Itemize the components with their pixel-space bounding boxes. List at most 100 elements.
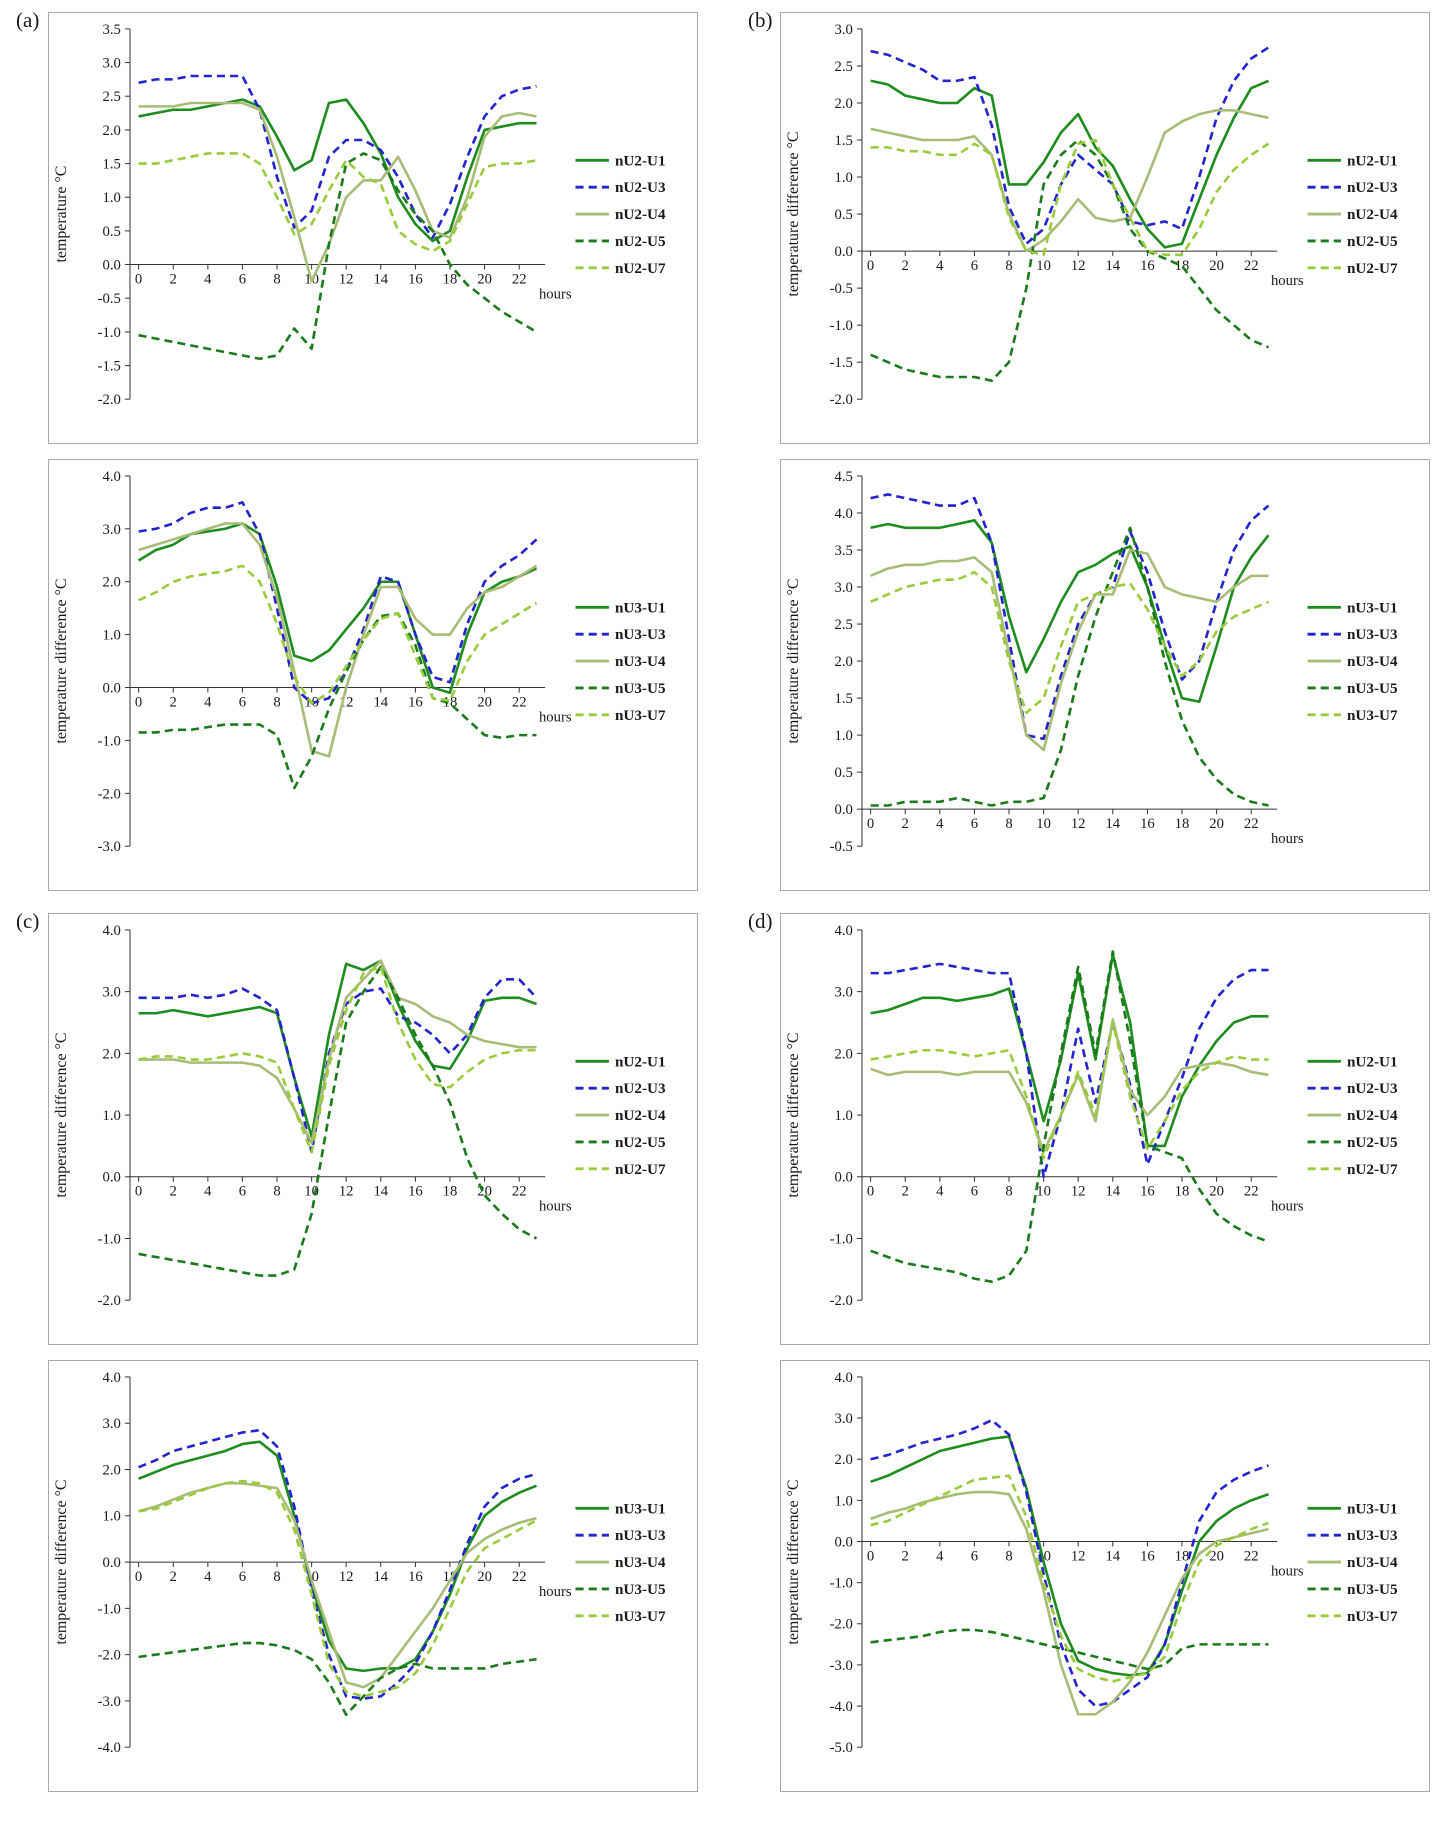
series-line-nU2-U7 <box>870 1021 1269 1160</box>
legend-label: nU3-U3 <box>1347 627 1398 643</box>
y-tick-label: 1.0 <box>103 628 121 644</box>
x-tick-label: 8 <box>1005 1548 1012 1564</box>
legend-label: nU2-U3 <box>615 180 666 196</box>
y-axis: -0.5 0.0 0.5 1.0 1.5 2.0 2.5 3.0 3.5 4.0 4.5 <box>830 469 863 855</box>
chart-a-top: -2.0 -1.5 -1.0 -0.5 0.0 0.5 1.0 1.5 2.0 2.5 3.0 3.5… <box>49 13 697 443</box>
y-tick-label: -1.0 <box>98 733 121 749</box>
x-tick-label: 20 <box>1209 258 1224 274</box>
legend-label: nU3-U5 <box>615 681 666 697</box>
chart-svg: -2.0 -1.5 -1.0 -0.5 0.0 0.5 1.0 1.5 2.0 2.5 3.0 0 2 4… <box>785 22 1398 408</box>
x-tick-label: 22 <box>512 272 527 288</box>
series-line-nU3-U5 <box>870 526 1269 807</box>
x-tick-label: 14 <box>1105 816 1120 832</box>
x-tick-label: 4 <box>204 272 212 288</box>
series-line-nU3-U3 <box>138 501 538 705</box>
legend-label: nU3-U1 <box>615 600 666 616</box>
legend-label: nU2-U1 <box>615 153 666 169</box>
y-tick-label: -3.0 <box>830 1658 853 1674</box>
legend: nU3-U1 nU3-U3 nU3-U4 nU3-U5 nU3-U7 <box>1307 600 1398 724</box>
plot-series <box>870 1418 1269 1716</box>
y-tick-label: 0.0 <box>103 681 121 697</box>
x-tick-label: 4 <box>936 1548 944 1564</box>
legend-label: nU2-U5 <box>1347 234 1398 250</box>
legend: nU2-U1 nU2-U3 nU2-U4 nU2-U5 nU2-U7 <box>575 1054 666 1178</box>
x-tick-label: 6 <box>971 1184 978 1200</box>
y-tick-label: 1.0 <box>103 190 121 206</box>
x-tick-label: 12 <box>339 1184 354 1200</box>
chart-svg: -2.0-1.00.01.02.03.04.00 2 4 6 8 10 12 14 16 18 20… <box>53 923 666 1309</box>
y-tick-label: 3.0 <box>835 22 853 38</box>
y-tick-label: 0.0 <box>835 244 853 260</box>
plot-series <box>138 74 538 361</box>
x-tick-label: 12 <box>1071 1548 1086 1564</box>
series-line-nU3-U3 <box>138 1428 537 1700</box>
y-tick-label: -3.0 <box>98 1694 121 1710</box>
x-tick-label: 22 <box>1244 1184 1259 1200</box>
y-tick-label: 0.0 <box>103 1555 121 1571</box>
series-line-nU3-U5 <box>870 1628 1269 1671</box>
legend-label: nU2-U1 <box>1347 1054 1398 1070</box>
y-tick-label: -1.5 <box>830 355 853 371</box>
y-tick-label: 2.5 <box>835 617 853 633</box>
x-tick-label: 22 <box>512 1569 527 1585</box>
series-line-nU3-U7 <box>870 1474 1269 1683</box>
legend: nU2-U1 nU2-U3 nU2-U4 nU2-U5 nU2-U7 <box>1307 1054 1398 1178</box>
y-tick-label: 2.0 <box>103 575 121 591</box>
panel-c-label: (c) <box>16 909 40 933</box>
y-tick-label: 2.0 <box>835 654 853 670</box>
chart-svg: -3.0-2.0-1.00.01.02.03.04.00 2 4 6 8 10 12 14 16… <box>53 469 666 855</box>
x-tick-label: 22 <box>1244 816 1259 832</box>
chart-svg: -5.0 -4.0 -3.0 -2.0 -1.0 0.0 1.0 2.0 3.0 4.0 0 2 4 6 8… <box>785 1370 1398 1756</box>
legend-label: nU3-U4 <box>615 1555 666 1571</box>
chart-box-c-top: -2.0 -1.0 0.0 1.0 2.0 3.0 4.0 0 2 4 6 8 10 12 14 16 18 20… <box>48 913 698 1345</box>
x-axis-title: hours <box>539 709 572 725</box>
x-axis-title: hours <box>539 1584 572 1600</box>
legend-label: nU3-U3 <box>1347 1528 1398 1544</box>
series-line-nU3-U1 <box>138 1440 538 1673</box>
x-axis-title: hours <box>539 1199 572 1215</box>
y-axis: -5.0 -4.0 -3.0 -2.0 -1.0 0.0 1.0 2.0 3.0 4.0 <box>830 1370 863 1756</box>
y-tick-label: 3.0 <box>835 580 853 596</box>
x-tick-label: 20 <box>1209 816 1224 832</box>
legend-label: nU2-U4 <box>615 1108 666 1124</box>
y-axis-title: temperature difference °C <box>53 579 70 744</box>
series-line-nU3-U4 <box>138 522 538 758</box>
chart-box-d-top: -2.0 -1.0 0.0 1.0 2.0 3.0 4.0 0 2 4 6 8 10 12 14 16 18 20… <box>780 913 1430 1345</box>
x-tick-label: 2 <box>170 272 177 288</box>
legend-label: nU2-U3 <box>615 1081 666 1097</box>
x-tick-label: 0 <box>135 1569 142 1585</box>
x-tick-label: 8 <box>273 695 280 711</box>
legend-label: nU2-U4 <box>1347 1108 1398 1124</box>
panel-d: (d) -2.0 -1.0 0.0 1.0 2.0 3.0 4.0 0 2 4 6 8 10 12 14 16… <box>742 909 1430 1792</box>
x-tick-label: 4 <box>204 695 212 711</box>
y-tick-label: -1.0 <box>830 1576 853 1592</box>
y-axis-title: temperature difference °C <box>785 1480 802 1645</box>
y-tick-label: 3.0 <box>835 985 853 1001</box>
y-tick-label: -1.0 <box>830 1232 853 1248</box>
series-line-nU3-U1 <box>870 519 1270 704</box>
series-line-nU2-U1 <box>870 79 1270 249</box>
y-tick-label: 0.0 <box>835 1535 853 1551</box>
x-tick-label: 16 <box>408 1569 423 1585</box>
y-tick-label: 3.0 <box>103 522 121 538</box>
series-line-nU3-U1 <box>870 1435 1269 1677</box>
y-tick-label: 2.0 <box>835 96 853 112</box>
y-tick-label: 1.0 <box>835 1493 853 1509</box>
chart-box-c-bottom: -4.0 -3.0 -2.0 -1.0 0.0 1.0 2.0 3.0 4.0 0 2 4 6 8 10 12… <box>48 1360 698 1792</box>
panel-b: (b) -2.0 -1.5 -1.0 -0.5 0.0 0.5 1.0 1.5 2.0 2.5 3.… <box>742 8 1430 891</box>
x-tick-label: 16 <box>1140 816 1155 832</box>
legend-label: nU3-U4 <box>1347 1555 1398 1571</box>
x-tick-label: 6 <box>971 816 978 832</box>
series-line-nU2-U5 <box>138 965 538 1277</box>
series-line-nU3-U3 <box>870 1418 1269 1708</box>
x-tick-label: 6 <box>239 695 246 711</box>
chart-svg: -2.0 -1.5 -1.0 -0.5 0.0 0.5 1.0 1.5 2.0 2.5 3.0 3.5… <box>53 22 666 408</box>
legend-label: nU3-U7 <box>615 708 666 724</box>
legend-label: nU2-U7 <box>615 1162 666 1178</box>
series-line-nU2-U3 <box>870 46 1270 246</box>
series-line-nU2-U4 <box>138 101 537 283</box>
x-tick-label: 22 <box>1244 258 1259 274</box>
